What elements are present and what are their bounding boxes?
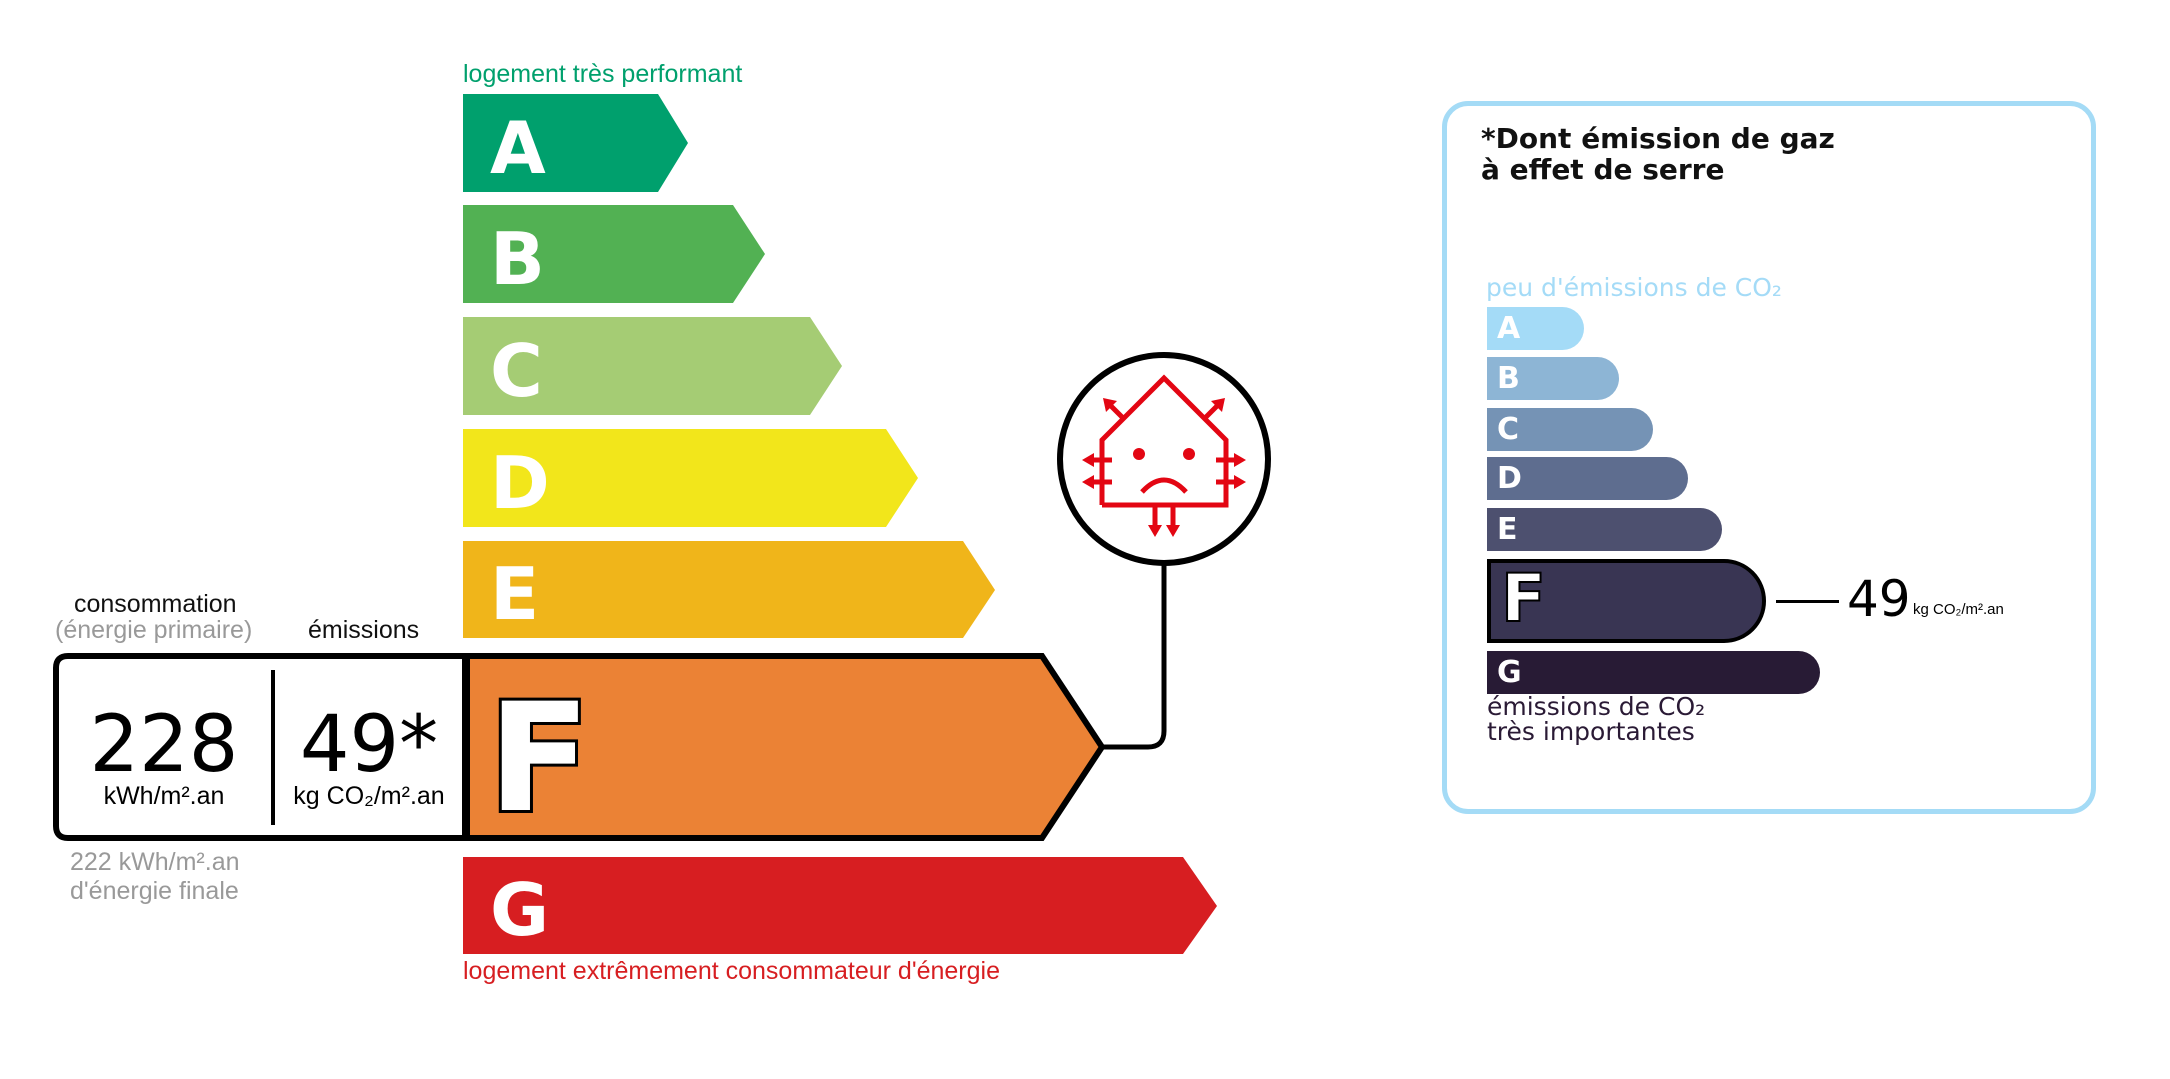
current-value-box	[53, 653, 468, 841]
ghg-bar-d: D	[1487, 457, 1688, 500]
ghg-bottom-label-line1: émissions de CO₂	[1487, 692, 1706, 721]
energy-bar-b	[463, 205, 765, 303]
top-scale-label: logement très performant	[463, 60, 743, 88]
energy-bar-d	[463, 429, 918, 527]
ghg-unit: kg CO₂/m².an	[1913, 601, 2004, 618]
ghg-title-line2: à effet de serre	[1481, 153, 1725, 186]
ghg-title-line1: *Dont émission de gaz	[1481, 122, 1835, 155]
energy-letter-d: D	[490, 441, 550, 525]
ghg-bar-a: A	[1487, 307, 1584, 350]
energy-letter-b: B	[490, 217, 545, 301]
energy-letter-e: E	[490, 552, 539, 636]
bottom-scale-label: logement extrêmement consommateur d'éner…	[463, 957, 1000, 985]
ghg-bar-b: B	[1487, 357, 1619, 400]
energy-bar-g	[463, 857, 1217, 954]
ghg-bar-c: C	[1487, 408, 1653, 451]
emissions-value: 49*	[299, 700, 439, 790]
energy-letter-g: G	[490, 868, 549, 952]
consumption-unit: kWh/m².an	[103, 782, 225, 810]
ghg-panel	[1442, 101, 2096, 814]
ghg-top-label: peu d'émissions de CO₂	[1486, 273, 1782, 302]
ghg-bottom-label-line2: très importantes	[1487, 717, 1695, 746]
emissions-label: émissions	[308, 616, 420, 644]
energy-bar-a	[463, 94, 688, 192]
emissions-unit: kg CO₂/m².an	[293, 782, 445, 810]
ghg-value-connector	[1776, 600, 1839, 603]
consumption-label: consommation	[74, 590, 237, 618]
energy-bar-e	[463, 541, 995, 638]
energy-letter-c: C	[490, 329, 543, 413]
ghg-bar-g: G	[1487, 651, 1820, 694]
icon-connector-line	[1102, 563, 1167, 750]
ghg-bar-f-current: F	[1487, 559, 1766, 643]
ghg-bar-e: E	[1487, 508, 1722, 551]
energy-bar-f-current	[464, 653, 1106, 841]
energy-bar-c	[463, 317, 842, 415]
consumption-value: 228	[89, 700, 239, 790]
final-energy-value: 222 kWh/m².an	[70, 848, 240, 876]
house-heat-loss-sad-face-icon	[1057, 352, 1271, 566]
energy-letter-f: F	[488, 672, 590, 846]
consumption-sublabel: (énergie primaire)	[55, 616, 253, 644]
final-energy-label: d'énergie finale	[70, 877, 239, 905]
ghg-value: 49	[1847, 570, 1911, 628]
energy-letter-a: A	[490, 106, 546, 190]
